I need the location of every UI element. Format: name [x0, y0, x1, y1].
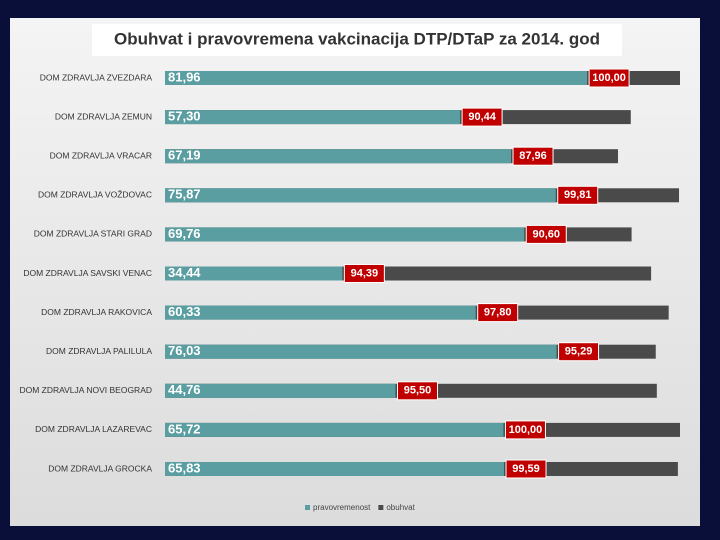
value-label: 95,29 [565, 346, 593, 358]
legend-swatch [378, 505, 384, 510]
value-label: 75,87 [168, 187, 201, 202]
value-label-box [505, 459, 547, 479]
value-label: 99,81 [564, 189, 592, 201]
value-label: 67,19 [168, 148, 201, 163]
title-box [92, 24, 622, 56]
bar [165, 149, 512, 164]
value-label: 100,00 [509, 424, 543, 436]
bar [165, 188, 556, 203]
category-label: DOM ZDRAVLJA RAKOVICA [41, 307, 152, 317]
value-label: 99,59 [512, 463, 540, 475]
value-label-box [588, 68, 630, 88]
category-label: DOM ZDRAVLJA ZVEZDARA [40, 72, 153, 82]
legend-label: pravovremenost [313, 503, 371, 512]
category-label: DOM ZDRAVLJA ZEMUN [55, 111, 152, 121]
legend-label: obuhvat [386, 503, 415, 512]
value-label-box [525, 224, 567, 244]
value-label-box [477, 303, 519, 323]
bar [165, 462, 505, 476]
bar [165, 227, 525, 242]
plot-area: DOM ZDRAVLJA ZVEZDARA 81,96 100,00 DOM ZDRA… [19, 68, 680, 512]
value-label: 76,03 [168, 343, 201, 358]
legend-swatch [305, 505, 310, 510]
bar [165, 344, 557, 359]
chart-title: Obuhvat i pravovremena vakcinacija DTP/D… [114, 29, 600, 48]
value-label-box [397, 381, 439, 401]
category-label: DOM ZDRAVLJA LAZAREVAC [35, 424, 152, 434]
value-label: 69,76 [168, 226, 201, 241]
value-label: 95,50 [404, 385, 432, 397]
value-label-box [504, 420, 546, 440]
category-label: DOM ZDRAVLJA VRACAR [50, 150, 152, 160]
category-label: DOM ZDRAVLJA PALILULA [46, 346, 152, 356]
value-label-box [557, 185, 599, 205]
category-label: DOM ZDRAVLJA GROCKA [48, 463, 152, 473]
bar [165, 71, 588, 85]
bar [165, 422, 504, 437]
value-label: 97,80 [484, 307, 512, 319]
value-label-box [512, 146, 554, 166]
value-label: 34,44 [168, 265, 201, 280]
value-label: 65,72 [168, 421, 201, 436]
value-label: 94,39 [351, 267, 379, 279]
category-label: DOM ZDRAVLJA STARI GRAD [34, 229, 152, 239]
value-label: 57,30 [168, 109, 201, 124]
value-label-box [343, 264, 385, 283]
value-label: 44,76 [168, 382, 201, 397]
bar [165, 383, 396, 398]
value-label: 100,00 [592, 72, 626, 84]
value-label-box [461, 107, 503, 127]
value-label-box [558, 342, 600, 362]
bar [165, 110, 461, 125]
value-label: 90,60 [532, 228, 560, 240]
bar [165, 305, 476, 320]
value-label: 60,33 [168, 304, 201, 319]
category-label: DOM ZDRAVLJA VOŽDOVAC [38, 190, 152, 200]
category-label: DOM ZDRAVLJA SAVSKI VENAC [23, 268, 152, 278]
category-label: DOM ZDRAVLJA NOVI BEOGRAD [19, 385, 152, 395]
value-label: 87,96 [519, 150, 547, 162]
value-label: 65,83 [168, 460, 201, 475]
value-label: 81,96 [168, 69, 201, 84]
bar [165, 266, 343, 281]
value-label: 90,44 [468, 111, 496, 123]
